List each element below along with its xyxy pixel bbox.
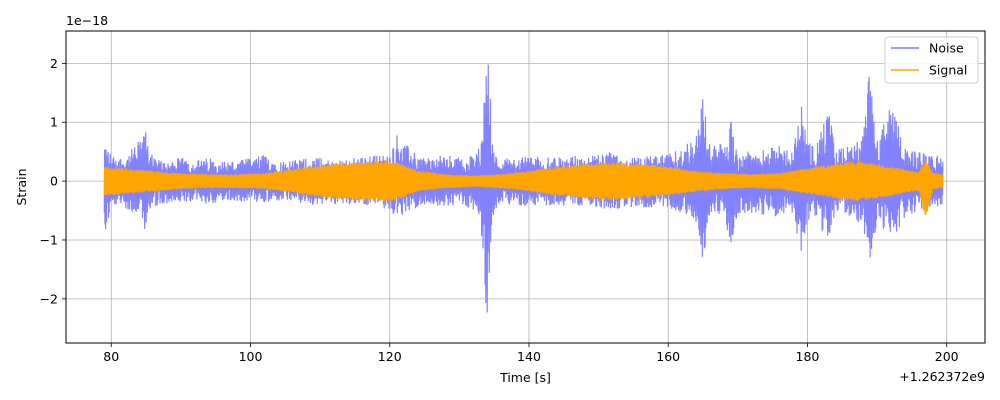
y-scale-label: 1e−18 [66, 13, 108, 28]
x-tick-label: 100 [239, 349, 263, 364]
y-tick-label: 0 [50, 174, 58, 189]
x-tick-label: 80 [103, 349, 119, 364]
y-tick-label: −1 [40, 232, 58, 247]
y-tick-label: 2 [50, 56, 58, 71]
y-tick-label: −2 [40, 291, 58, 306]
x-tick-label: 200 [935, 349, 959, 364]
legend-signal-label: Signal [929, 63, 967, 78]
ticks: 80 100 120 140 160 180 200 −2 −1 0 1 2 [40, 56, 959, 364]
legend: Noise Signal [884, 36, 979, 84]
plot-frame [65, 30, 986, 344]
x-tick-label: 180 [796, 349, 820, 364]
x-tick-label: 120 [378, 349, 402, 364]
legend-noise-label: Noise [929, 41, 964, 56]
signal-series-line [103, 160, 944, 215]
x-tick-label: 160 [656, 349, 680, 364]
y-axis-label: Strain [14, 168, 29, 205]
x-axis-label: Time [s] [499, 370, 551, 385]
x-offset-label: +1.262372e9 [899, 369, 985, 384]
x-tick-label: 140 [517, 349, 541, 364]
series-layer [103, 64, 944, 313]
y-tick-label: 1 [50, 115, 58, 130]
